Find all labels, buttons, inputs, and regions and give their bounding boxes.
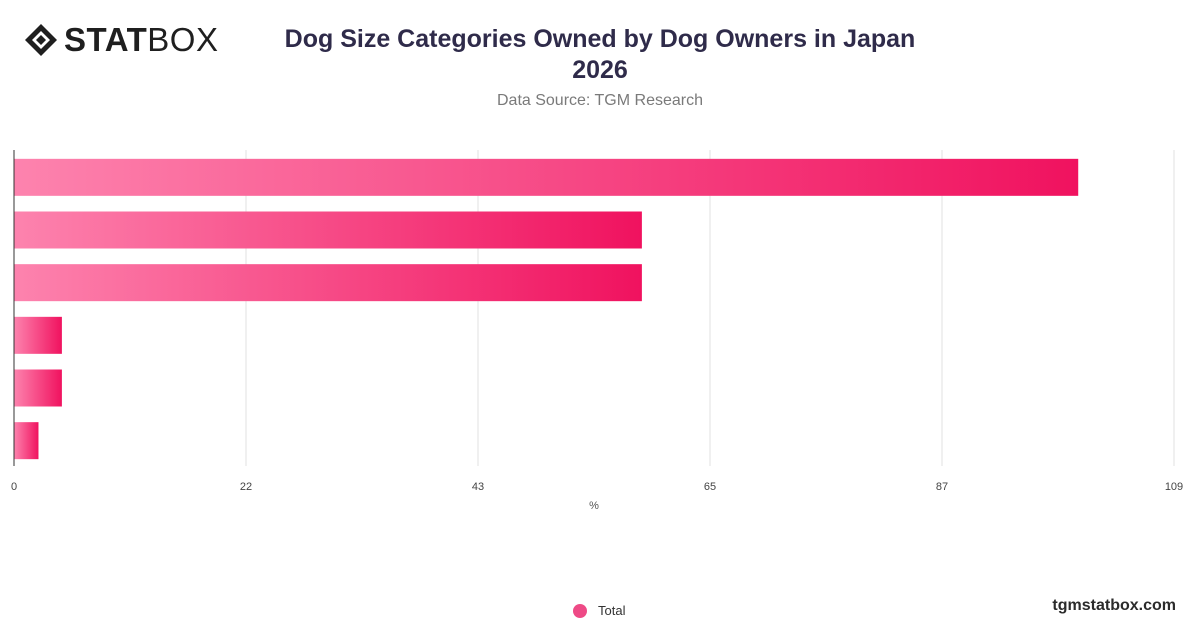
bar <box>14 158 1079 196</box>
diamond-logo-icon <box>25 24 57 56</box>
watermark: tgmstatbox.com <box>1052 597 1176 614</box>
bar <box>14 211 642 249</box>
legend-swatch <box>573 603 587 618</box>
chart-title-line2: 2026 <box>572 56 628 84</box>
logo-wordmark-bold: STAT <box>64 21 148 58</box>
x-tick-label: 109 <box>1165 481 1183 493</box>
chart-title-line1: Dog Size Categories Owned by Dog Owners … <box>284 25 916 53</box>
x-axis-label: % <box>589 500 599 512</box>
bar <box>14 264 642 302</box>
x-tick-label: 43 <box>472 481 484 493</box>
chart-subtitle: Data Source: TGM Research <box>496 92 703 109</box>
bar <box>14 422 39 460</box>
logo-wordmark: STATBOX <box>64 22 218 58</box>
legend-label: Total <box>598 603 626 618</box>
logo-wordmark-light: BOX <box>147 21 219 58</box>
legend[interactable]: Total <box>573 603 625 618</box>
bar <box>14 369 62 407</box>
statbox-logo: STATBOX <box>24 22 218 58</box>
x-tick-label: 0 <box>11 481 17 493</box>
x-tick-label: 87 <box>936 481 948 493</box>
chart-title: Dog Size Categories Owned by Dog Owners … <box>250 24 950 86</box>
x-tick-label: 65 <box>704 481 716 493</box>
x-tick-label: 22 <box>240 481 252 493</box>
bar <box>14 316 62 354</box>
